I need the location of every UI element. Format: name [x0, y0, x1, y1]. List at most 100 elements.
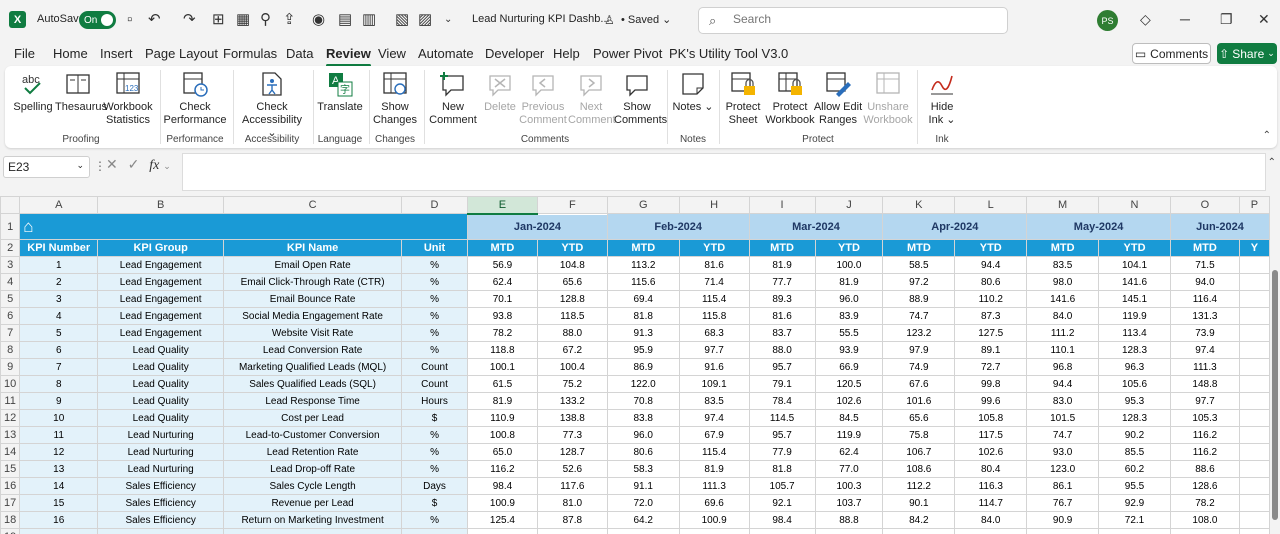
table-cell[interactable]: 83.8 [606, 409, 680, 427]
column-header-e[interactable]: E [466, 196, 538, 215]
table-cell[interactable]: 61.5 [466, 375, 538, 393]
table-cell[interactable]: 100.9 [466, 494, 538, 512]
table-cell[interactable]: 112.2 [882, 477, 956, 495]
menu-formulas[interactable]: Formulas [223, 46, 278, 61]
table-cell[interactable]: Social Media Engagement Rate [223, 307, 403, 325]
table-cell[interactable]: 123.2 [882, 324, 956, 342]
table-cell[interactable]: 106.7 [882, 443, 956, 461]
row-header[interactable]: 18 [0, 511, 21, 529]
table-cell[interactable]: Website Visit Rate [223, 324, 403, 342]
filter-icon[interactable]: ⚲ [260, 11, 271, 28]
table-cell[interactable]: 116.2 [1169, 443, 1240, 461]
table-cell[interactable] [1238, 375, 1270, 393]
table-cell[interactable]: 70.8 [606, 392, 680, 410]
collapse-ribbon-icon[interactable]: ⌃ [1262, 130, 1271, 141]
table-cell[interactable]: 111.3 [678, 477, 750, 495]
column-header-o[interactable]: O [1169, 196, 1240, 214]
table-cell[interactable]: Lead Nurturing [97, 443, 225, 461]
table-cell[interactable]: 86.9 [606, 358, 680, 376]
delete-comment-button[interactable]: Delete [479, 70, 521, 114]
column-header-h[interactable]: H [678, 196, 750, 214]
table-cell[interactable]: 105.6 [1098, 375, 1171, 393]
table-cell[interactable]: Lead Quality [97, 392, 225, 410]
search-box[interactable]: ⌕ [698, 7, 1008, 34]
table-cell[interactable]: 101.6 [882, 392, 956, 410]
table-cell[interactable]: 100.8 [466, 426, 538, 444]
menu-file[interactable]: File [14, 46, 35, 61]
table-cell[interactable]: 117.5 [954, 426, 1028, 444]
table-cell[interactable]: % [401, 460, 468, 478]
table-cell[interactable]: Lead Engagement [97, 324, 225, 342]
table-cell[interactable]: 78.2 [1169, 494, 1240, 512]
menu-utility-tool[interactable]: PK's Utility Tool V3.0 [669, 46, 789, 61]
share-export-icon[interactable]: ⇪ [283, 11, 296, 28]
table-cell[interactable]: 56.9 [466, 256, 538, 274]
table-cell[interactable]: Sales Efficiency [97, 477, 225, 495]
table-cell[interactable]: % [401, 443, 468, 461]
table-cell[interactable]: $ [401, 409, 468, 427]
table-cell[interactable]: 118.5 [536, 307, 608, 325]
table-cell[interactable]: 148.8 [1169, 375, 1240, 393]
redo-icon[interactable]: ↷ [183, 11, 196, 28]
table-cell[interactable]: 100.1 [466, 358, 538, 376]
table-icon[interactable]: ▦ [236, 11, 251, 28]
table-cell[interactable]: 98.4 [466, 477, 538, 495]
table-cell[interactable]: 89.1 [954, 341, 1028, 359]
name-box[interactable]: E23 ⌄ [3, 156, 90, 178]
table-cell[interactable]: 77.9 [748, 443, 816, 461]
search-input[interactable] [733, 12, 983, 26]
table-cell[interactable] [1238, 494, 1270, 512]
table-cell[interactable]: 114.5 [748, 409, 816, 427]
table-cell[interactable]: 100.3 [814, 477, 884, 495]
table-cell[interactable]: 116.3 [954, 477, 1028, 495]
table-cell[interactable]: 81.9 [678, 460, 750, 478]
table-cell[interactable]: 12 [19, 443, 99, 461]
table-cell[interactable]: 88.0 [536, 324, 608, 342]
table-cell[interactable]: 67.6 [882, 375, 956, 393]
table-cell[interactable]: Email Open Rate [223, 256, 403, 274]
table-cell[interactable]: Lead Retention Rate [223, 443, 403, 461]
table-cell[interactable]: 84.0 [954, 511, 1028, 529]
table-cell[interactable]: 97.9 [882, 341, 956, 359]
row-header[interactable]: 3 [0, 256, 21, 274]
table-cell[interactable]: 128.7 [536, 443, 608, 461]
table-cell[interactable]: 110.2 [954, 290, 1028, 308]
table-cell[interactable]: 97.7 [1169, 392, 1240, 410]
table-cell[interactable]: 71.4 [678, 273, 750, 291]
table-cell[interactable]: 83.9 [814, 307, 884, 325]
table-cell[interactable]: 99.6 [954, 392, 1028, 410]
table-cell[interactable]: 115.4 [678, 443, 750, 461]
unshare-workbook-button[interactable]: Unshare Workbook [863, 70, 913, 127]
column-header-g[interactable]: G [606, 196, 680, 214]
column-header-d[interactable]: D [401, 196, 468, 214]
table-cell[interactable]: 70.1 [466, 290, 538, 308]
table-cell[interactable] [1238, 307, 1270, 325]
table-cell[interactable]: 97.4 [1169, 341, 1240, 359]
table-cell[interactable]: 115.4 [678, 290, 750, 308]
table-cell[interactable]: 104.1 [1098, 256, 1171, 274]
table-cell[interactable]: Marketing Qualified Leads (MQL) [223, 358, 403, 376]
table-cell[interactable]: 55.5 [814, 324, 884, 342]
table-cell[interactable]: 92.1 [748, 494, 816, 512]
menu-developer[interactable]: Developer [485, 46, 545, 61]
table-cell[interactable]: Lead Quality [97, 341, 225, 359]
table-cell[interactable]: Lead-to-Customer Conversion [223, 426, 403, 444]
table-cell[interactable] [606, 528, 680, 534]
table-cell[interactable]: 58.3 [606, 460, 680, 478]
cancel-icon[interactable]: ✕ [106, 156, 118, 172]
row-header[interactable]: 19 [0, 528, 21, 534]
table-cell[interactable]: 67.9 [678, 426, 750, 444]
table-cell[interactable]: 8 [19, 375, 99, 393]
table-cell[interactable]: 119.9 [814, 426, 884, 444]
table-cell[interactable] [1238, 528, 1270, 534]
column-header-i[interactable]: I [748, 196, 816, 214]
table-cell[interactable]: 84.5 [814, 409, 884, 427]
vertical-scrollbar[interactable] [1270, 212, 1280, 534]
table-cell[interactable]: 96.0 [814, 290, 884, 308]
table-cell[interactable]: 65.6 [536, 273, 608, 291]
comments-button[interactable]: ▭ Comments [1132, 43, 1211, 64]
table-cell[interactable]: Email Bounce Rate [223, 290, 403, 308]
table-cell[interactable]: 95.9 [606, 341, 680, 359]
column-header-m[interactable]: M [1026, 196, 1100, 214]
